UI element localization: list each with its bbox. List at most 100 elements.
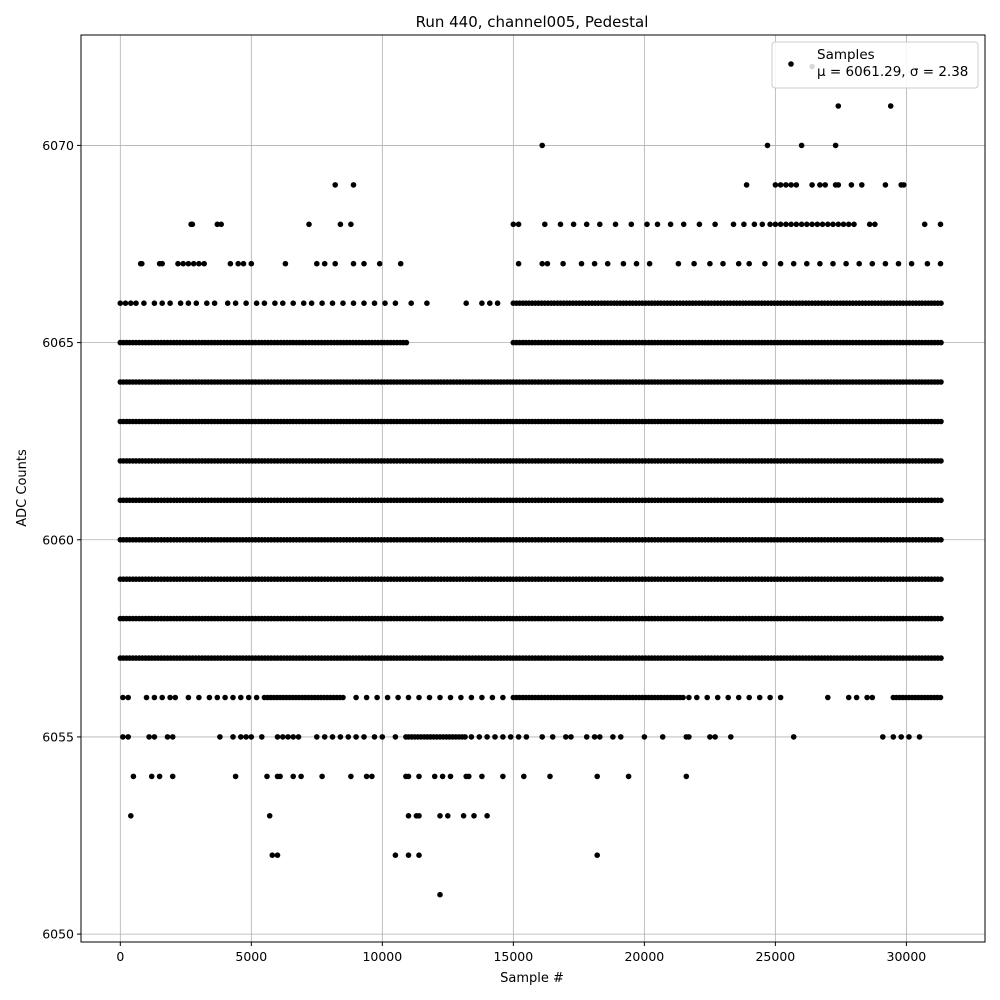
- data-point: [851, 221, 857, 228]
- data-point: [416, 694, 422, 701]
- data-point: [746, 694, 752, 701]
- data-point: [277, 773, 283, 780]
- data-point: [405, 773, 412, 780]
- data-point: [371, 734, 378, 740]
- data-point: [746, 260, 752, 267]
- data-point: [612, 221, 619, 228]
- data-point: [872, 221, 878, 228]
- data-point: [245, 694, 252, 701]
- data-point: [539, 260, 545, 267]
- data-point: [583, 734, 590, 740]
- data-point: [214, 694, 221, 701]
- data-point: [937, 694, 944, 701]
- data-point: [416, 813, 422, 819]
- data-point: [479, 300, 485, 307]
- data-point: [825, 694, 831, 701]
- data-point: [445, 813, 451, 819]
- data-point: [159, 260, 165, 267]
- data-point: [128, 300, 134, 307]
- data-point: [835, 103, 842, 109]
- data-point: [248, 260, 255, 267]
- data-point: [350, 182, 357, 188]
- data-point: [578, 260, 585, 267]
- x-tick-label: 25000: [755, 949, 795, 964]
- data-point: [680, 694, 686, 701]
- data-point: [447, 773, 454, 780]
- data-point: [618, 734, 624, 740]
- data-point: [403, 734, 409, 740]
- data-point: [938, 655, 944, 661]
- data-point: [890, 734, 897, 740]
- data-point: [641, 734, 648, 740]
- data-point: [772, 182, 779, 188]
- data-point: [172, 694, 179, 701]
- data-point: [232, 300, 239, 307]
- x-tick-label: 15000: [493, 949, 533, 964]
- data-point: [906, 734, 912, 740]
- data-point: [777, 182, 784, 188]
- data-point: [707, 734, 713, 740]
- data-point: [707, 260, 713, 267]
- data-point: [557, 221, 564, 228]
- data-point: [492, 734, 498, 740]
- data-point: [809, 221, 815, 228]
- data-point: [696, 221, 703, 228]
- data-point: [783, 221, 789, 228]
- data-point: [620, 260, 627, 267]
- data-point: [633, 260, 640, 267]
- data-point: [363, 694, 370, 701]
- data-point: [230, 734, 236, 740]
- data-point: [353, 694, 359, 701]
- data-point: [539, 734, 545, 740]
- data-point: [898, 734, 904, 740]
- data-point: [235, 260, 241, 267]
- data-point: [725, 694, 731, 701]
- data-point: [238, 694, 244, 701]
- data-point: [654, 221, 661, 228]
- data-point: [361, 734, 367, 740]
- data-point: [128, 813, 134, 819]
- data-point: [319, 773, 325, 780]
- data-point: [869, 260, 876, 267]
- data-point: [479, 773, 485, 780]
- data-point: [938, 379, 944, 385]
- data-point: [830, 260, 836, 267]
- data-point: [222, 694, 228, 701]
- data-point: [788, 182, 794, 188]
- data-point: [361, 300, 367, 307]
- data-point: [189, 221, 196, 228]
- data-point: [604, 260, 611, 267]
- legend-box: [771, 41, 979, 89]
- data-point: [515, 260, 522, 267]
- data-point: [151, 734, 158, 740]
- data-point: [659, 734, 666, 740]
- data-point: [542, 221, 548, 228]
- data-point: [274, 852, 281, 858]
- data-point: [489, 694, 496, 701]
- data-point: [227, 260, 234, 267]
- data-point: [825, 221, 831, 228]
- data-point: [804, 260, 810, 267]
- data-point: [793, 221, 800, 228]
- data-point: [332, 260, 339, 267]
- data-point: [437, 813, 443, 819]
- x-tick-label: 5000: [235, 949, 267, 964]
- data-point: [424, 300, 430, 307]
- data-point: [814, 221, 821, 228]
- data-point: [680, 221, 687, 228]
- data-point: [384, 694, 391, 701]
- y-tick-label: 6055: [42, 729, 74, 744]
- data-point: [230, 694, 236, 701]
- data-point: [880, 734, 886, 740]
- data-point: [332, 182, 339, 188]
- data-point: [374, 694, 380, 701]
- data-point: [743, 182, 750, 188]
- data-point: [916, 734, 923, 740]
- data-point: [568, 734, 574, 740]
- data-point: [767, 221, 773, 228]
- data-point: [405, 813, 412, 819]
- data-point: [901, 182, 907, 188]
- data-point: [484, 734, 490, 740]
- data-point: [667, 221, 674, 228]
